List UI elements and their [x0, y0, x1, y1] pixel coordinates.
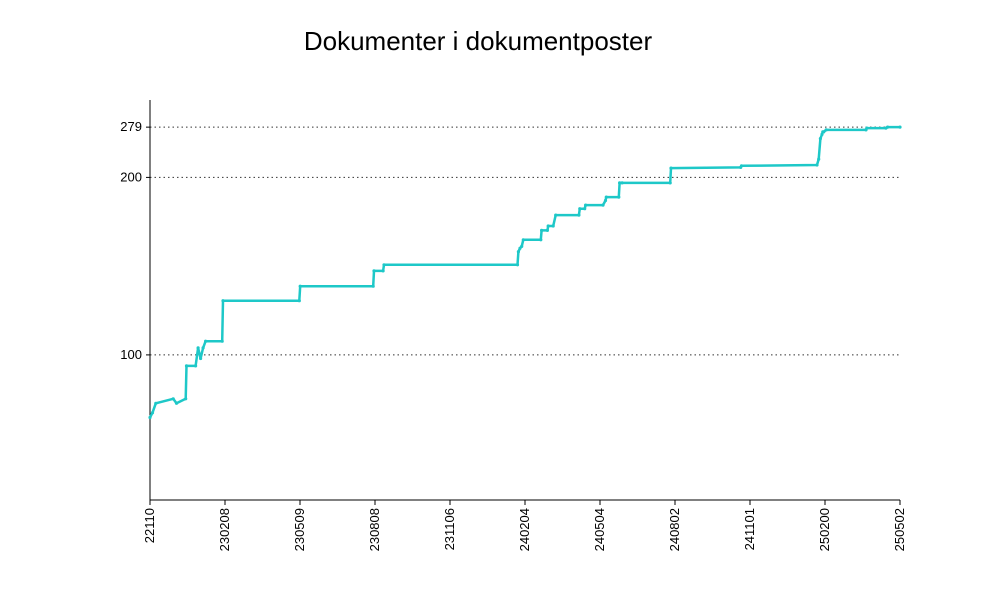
- x-tick-label: 250502: [892, 508, 907, 551]
- data-point: [297, 299, 301, 303]
- data-point: [554, 213, 558, 217]
- x-tick-label: 250200: [817, 508, 832, 551]
- data-point: [898, 125, 902, 129]
- x-tick-label: 240504: [592, 508, 607, 551]
- data-point: [539, 238, 543, 242]
- data-point: [184, 397, 188, 401]
- data-point: [618, 181, 622, 185]
- grid-layer: [150, 126, 900, 356]
- data-point: [184, 364, 189, 368]
- data-point: [620, 181, 624, 185]
- data-point: [584, 203, 588, 207]
- data-point: [171, 397, 175, 401]
- x-tick-label: 241101: [742, 508, 757, 550]
- data-point: [515, 263, 520, 267]
- y-tick-label: 100: [120, 347, 142, 362]
- data-point: [381, 269, 385, 273]
- data-point: [201, 346, 205, 350]
- data-point: [371, 284, 375, 288]
- data-point: [817, 157, 821, 161]
- data-point: [739, 164, 744, 168]
- data-point: [583, 207, 587, 211]
- data-point: [815, 163, 819, 167]
- data-point: [668, 181, 672, 185]
- data-point: [551, 224, 555, 228]
- chart-title: Dokumenter i dokumentposter: [304, 26, 653, 56]
- data-point: [154, 401, 158, 405]
- data-point: [865, 126, 869, 130]
- series-layer: [148, 125, 902, 420]
- data-point: [540, 228, 544, 232]
- x-tick-label: 230509: [292, 508, 307, 551]
- data-point: [516, 250, 521, 254]
- data-point: [603, 198, 608, 203]
- y-tick-label: 279: [120, 119, 142, 134]
- x-tick-label: 230808: [367, 508, 382, 551]
- y-tick-label: 200: [120, 169, 142, 184]
- data-point: [818, 137, 823, 141]
- data-point: [150, 411, 155, 415]
- data-point: [298, 284, 302, 288]
- data-point: [822, 130, 826, 134]
- data-point: [520, 244, 524, 248]
- data-point: [546, 224, 550, 228]
- x-tick-label: 231106: [442, 508, 457, 550]
- data-point: [199, 356, 203, 361]
- x-tick-layer: 22110 230208 230509 230808 231106 240204 24050…: [142, 500, 907, 551]
- data-point: [824, 128, 828, 132]
- y-tick-layer: 100 200 279: [120, 119, 150, 362]
- data-point: [220, 339, 224, 343]
- series-line: [148, 125, 900, 419]
- x-tick-label: 240204: [517, 508, 532, 551]
- data-point: [148, 415, 152, 420]
- data-point: [372, 269, 376, 273]
- x-tick-label: 22110: [142, 508, 157, 543]
- data-point: [382, 263, 386, 267]
- x-tick-label: 230208: [217, 508, 232, 551]
- data-point: [545, 228, 550, 232]
- data-point: [521, 238, 525, 242]
- data-point: [601, 203, 605, 207]
- data-point: [669, 166, 673, 170]
- data-point: [196, 346, 200, 350]
- data-point: [204, 339, 208, 343]
- data-point: [221, 299, 225, 303]
- data-point: [194, 364, 198, 368]
- data-point: [617, 195, 621, 199]
- data-point: [820, 132, 824, 136]
- data-point: [886, 125, 890, 129]
- x-tick-label: 240802: [667, 508, 682, 551]
- data-point: [174, 401, 179, 405]
- data-point: [577, 213, 581, 217]
- data-point: [604, 195, 608, 199]
- data-point: [578, 207, 582, 211]
